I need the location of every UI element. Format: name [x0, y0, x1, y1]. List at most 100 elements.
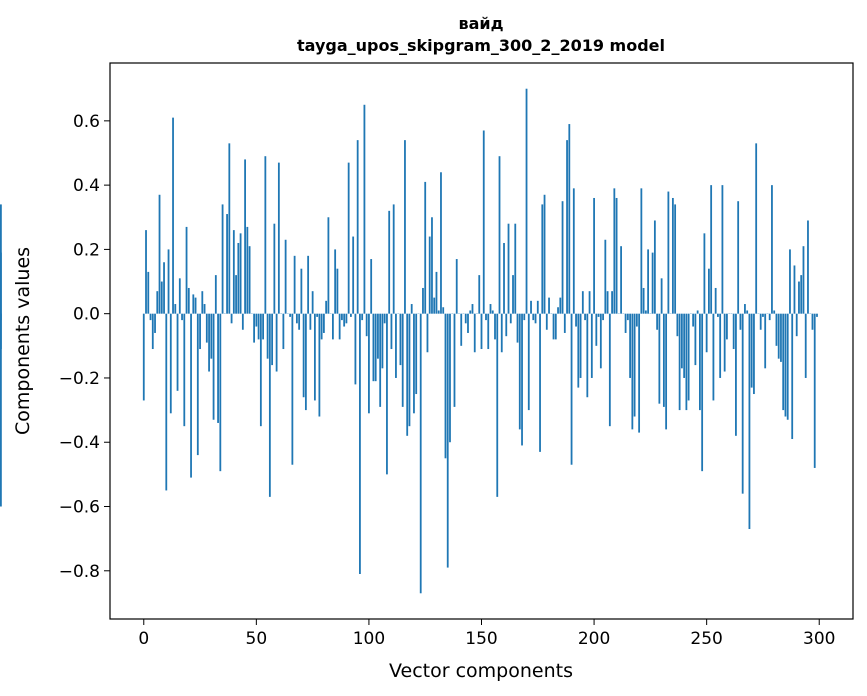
- bar-175: [536, 300, 539, 314]
- bar-94: [354, 313, 357, 385]
- bar-216: [629, 313, 631, 378]
- bar-145: [469, 310, 472, 314]
- x-tick-label: 50: [246, 629, 268, 649]
- bar-293: [802, 246, 805, 314]
- bar-72: [304, 313, 307, 411]
- bar-84: [332, 313, 334, 340]
- bar-156: [494, 313, 496, 340]
- bar-6: [156, 291, 159, 314]
- bar-35: [221, 204, 224, 314]
- bar-240: [683, 313, 686, 378]
- bar-120: [413, 313, 415, 414]
- x-tick-label: 100: [353, 629, 385, 649]
- bar-75: [311, 291, 314, 314]
- bar-291: [798, 281, 800, 314]
- bar-76: [313, 313, 316, 401]
- bar-252: [710, 185, 713, 314]
- bar-239: [680, 313, 683, 369]
- chart-title-line2: tayga_upos_skipgram_300_2_2019 model: [297, 36, 665, 55]
- bar-205: [604, 239, 607, 314]
- bar-47: [248, 246, 251, 314]
- bar-51: [257, 313, 260, 340]
- bar-255: [717, 313, 719, 317]
- bar-215: [626, 313, 629, 321]
- bar-214: [624, 313, 627, 333]
- bar-292: [800, 275, 803, 314]
- x-tick-label: 200: [578, 629, 610, 649]
- bar-119: [410, 304, 413, 314]
- bar-101: [370, 259, 373, 314]
- bar-70: [300, 268, 303, 314]
- bar-77: [316, 313, 319, 317]
- bar-60: [277, 162, 280, 314]
- bar-153: [487, 313, 490, 350]
- bar-0: [142, 313, 145, 401]
- bar-98: [363, 104, 366, 314]
- bar-223: [644, 310, 647, 314]
- bar-150: [480, 313, 483, 350]
- bar-28: [205, 313, 208, 343]
- bar-95: [356, 140, 359, 314]
- bar-88: [341, 313, 343, 321]
- bar-197: [586, 313, 589, 398]
- bar-117: [406, 313, 409, 436]
- bar-257: [721, 185, 724, 314]
- bar-249: [703, 233, 706, 314]
- bar-93: [352, 236, 355, 314]
- bar-209: [613, 188, 616, 314]
- bar-143: [464, 313, 467, 324]
- bar-86: [336, 268, 339, 314]
- bar-85: [334, 249, 337, 314]
- bar-274: [759, 313, 762, 330]
- bar-284: [782, 313, 785, 411]
- bar-59: [275, 313, 278, 372]
- bar-115: [401, 313, 404, 407]
- bar-177: [541, 204, 544, 314]
- bar-80: [322, 313, 325, 333]
- bar-165: [514, 223, 517, 314]
- bar-246: [696, 310, 699, 314]
- bar-123: [419, 313, 422, 594]
- bar-19: [185, 226, 188, 314]
- bar-15: [176, 313, 179, 391]
- bar-139: [455, 259, 458, 314]
- bar-185: [559, 297, 562, 314]
- bar-10: [165, 313, 168, 491]
- bar-67: [293, 255, 296, 314]
- y-tick-label: −0.4: [59, 433, 100, 453]
- bar-266: [741, 313, 744, 494]
- bar-65: [289, 313, 292, 317]
- bar-235: [671, 197, 674, 314]
- bar-54: [264, 156, 267, 314]
- bar-26: [201, 291, 204, 314]
- x-tick-label: 300: [803, 629, 835, 649]
- bar-241: [685, 313, 688, 411]
- bar-289: [793, 265, 796, 314]
- bar-188: [566, 140, 568, 314]
- bar-264: [737, 201, 740, 314]
- bar-2: [147, 271, 150, 314]
- bar-194: [579, 313, 582, 378]
- bar-27: [203, 304, 206, 314]
- bar-50: [255, 313, 258, 327]
- bar-146: [471, 304, 474, 314]
- y-tick-label: −0.2: [59, 369, 100, 389]
- bar-128: [431, 217, 433, 314]
- bar-24: [196, 313, 199, 456]
- bar-204: [602, 313, 604, 321]
- bar-62: [282, 313, 285, 350]
- bar-92: [350, 313, 352, 317]
- bar-193: [577, 313, 580, 388]
- bar-168: [521, 313, 523, 446]
- bar-166: [516, 313, 519, 343]
- bar-221: [640, 188, 643, 314]
- bar-227: [653, 220, 656, 314]
- bar-45: [244, 159, 246, 314]
- bar-272: [755, 143, 758, 314]
- x-tick-label: 250: [690, 629, 722, 649]
- bar-152: [485, 313, 487, 321]
- y-tick-label: −0.8: [59, 562, 100, 582]
- bar-157: [496, 313, 499, 497]
- bar-149: [478, 275, 481, 314]
- bar-298: [813, 313, 816, 468]
